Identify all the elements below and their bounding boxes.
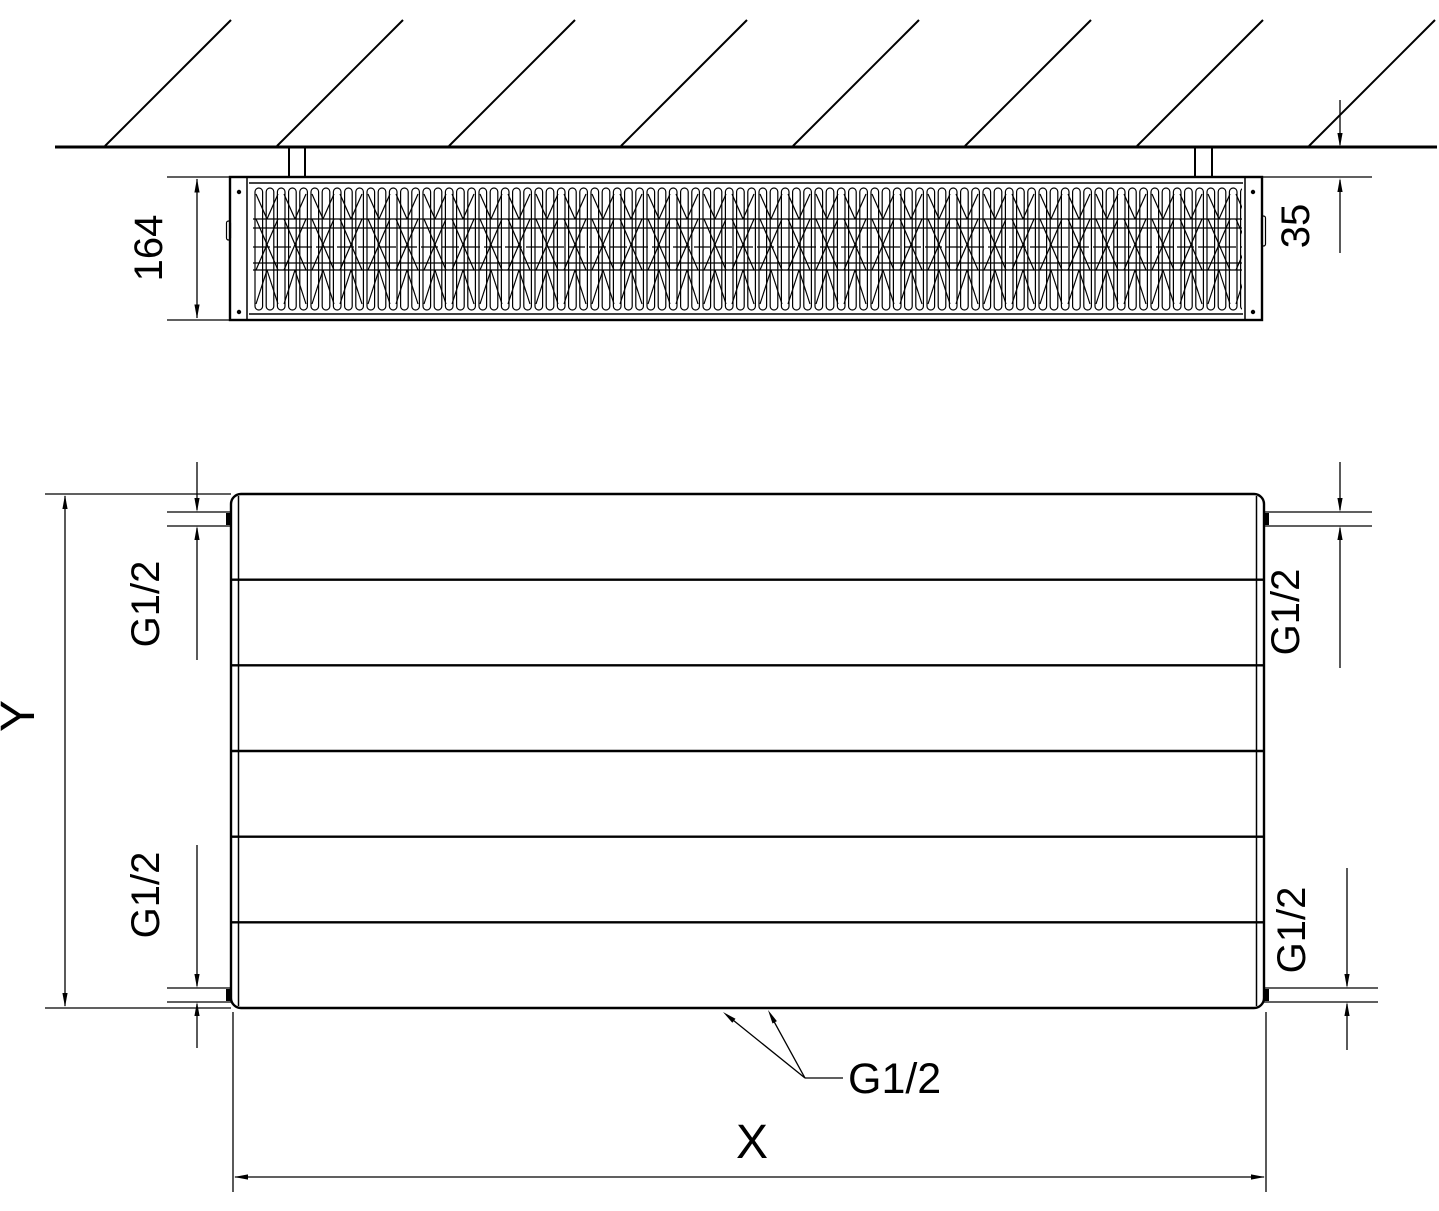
end-cap-left: [225, 189, 242, 315]
convector-rails: [253, 218, 1242, 271]
wall-hatching: [104, 19, 1436, 146]
connection-stub-top-left: [167, 511, 232, 527]
g12-label-bottom-center: G1/2: [848, 1055, 941, 1103]
end-cap-right: [1250, 189, 1267, 315]
g12-label-bottom-right: G1/2: [1270, 887, 1314, 974]
dim-g12-bottom-right: G1/2: [1270, 868, 1350, 1050]
top-section-view: 164 35: [55, 19, 1437, 322]
g12-label-top-right: G1/2: [1264, 569, 1308, 656]
dim-g12-bottom-left: G1/2: [124, 845, 200, 1048]
connection-stub-top-right: [1263, 511, 1372, 527]
g12-label-bottom-left: G1/2: [124, 852, 168, 939]
connection-stub-bottom-left: [167, 987, 232, 1003]
dim-y: Y: [0, 493, 231, 1009]
mounting-bracket-left: [288, 148, 306, 177]
g12-label-top-left: G1/2: [124, 561, 168, 648]
dim-164: 164: [127, 176, 230, 321]
panel-seam-lines: [231, 578, 1264, 924]
dim-g12-top-right: G1/2: [1264, 462, 1343, 668]
dim-x: X: [232, 1012, 1267, 1192]
convector-fin-pattern: [253, 186, 1242, 311]
dim-x-label: X: [736, 1116, 768, 1169]
dim-g12-top-left: G1/2: [124, 462, 200, 660]
leader-bottom-center: G1/2: [723, 1010, 941, 1103]
dim-35-label: 35: [1274, 204, 1318, 249]
dim-35: 35: [1262, 100, 1372, 253]
panel-front: [229, 492, 1266, 1010]
dim-y-label: Y: [0, 700, 45, 732]
radiator-top-view-body: [225, 175, 1267, 322]
mounting-bracket-right: [1194, 148, 1213, 177]
connection-stub-bottom-right: [1263, 987, 1378, 1003]
dim-164-label: 164: [127, 215, 171, 282]
front-view: G1/2 G1/2 G1/2 G1/2: [0, 462, 1378, 1192]
